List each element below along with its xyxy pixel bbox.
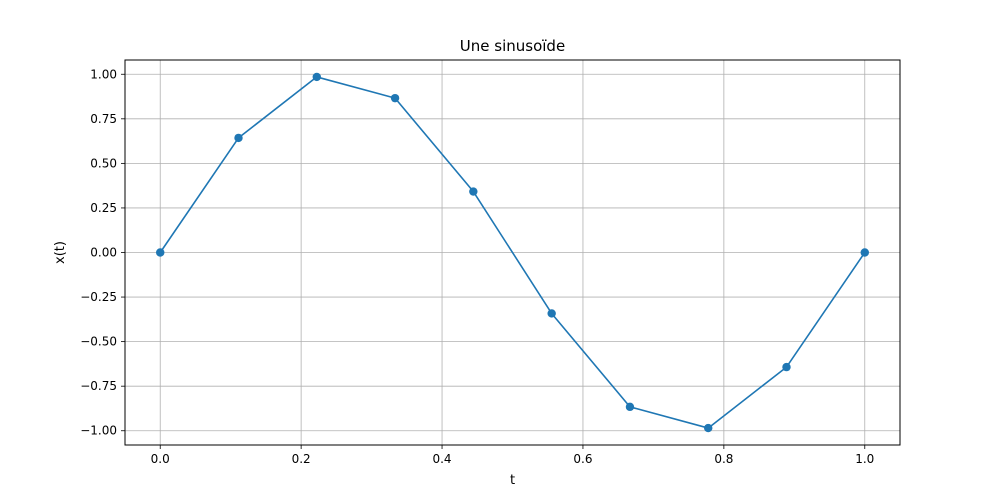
y-tick-label: 0.25 — [90, 201, 117, 215]
series-layer — [156, 72, 869, 433]
x-axis-label: t — [510, 473, 515, 488]
data-point — [469, 187, 478, 196]
y-tick-label: 0.75 — [90, 112, 117, 126]
data-point — [860, 248, 869, 257]
x-tick-label: 0.2 — [292, 452, 311, 466]
x-tick-label: 1.0 — [855, 452, 874, 466]
y-axis-label: x(t) — [53, 241, 68, 264]
data-point — [312, 72, 321, 82]
data-point — [782, 362, 791, 372]
y-tick-label: −1.00 — [80, 424, 117, 438]
chart-title: Une sinusoïde — [460, 37, 565, 55]
x-tick-label: 0.6 — [573, 452, 592, 466]
data-point — [234, 133, 243, 143]
y-tick-label: −0.50 — [80, 335, 117, 349]
y-tick-label: 1.00 — [90, 67, 117, 81]
y-tick-label: 0.50 — [90, 156, 117, 170]
data-point — [625, 402, 635, 412]
data-point — [547, 309, 556, 318]
ticks: 0.0 0.2 0.4 0.6 0.8 1.0 1.00 0.75 0.50 0.25 0.00 −0… — [80, 67, 874, 466]
y-tick-label: −0.75 — [80, 379, 117, 393]
data-point — [390, 93, 400, 103]
data-point — [156, 248, 165, 257]
x-tick-label: 0.0 — [151, 452, 170, 466]
data-point — [704, 423, 713, 433]
series-line — [159, 76, 866, 429]
x-tick-label: 0.4 — [432, 452, 451, 466]
y-tick-label: −0.25 — [80, 290, 117, 304]
x-tick-label: 0.8 — [714, 452, 733, 466]
y-tick-label: 0.00 — [90, 246, 117, 260]
